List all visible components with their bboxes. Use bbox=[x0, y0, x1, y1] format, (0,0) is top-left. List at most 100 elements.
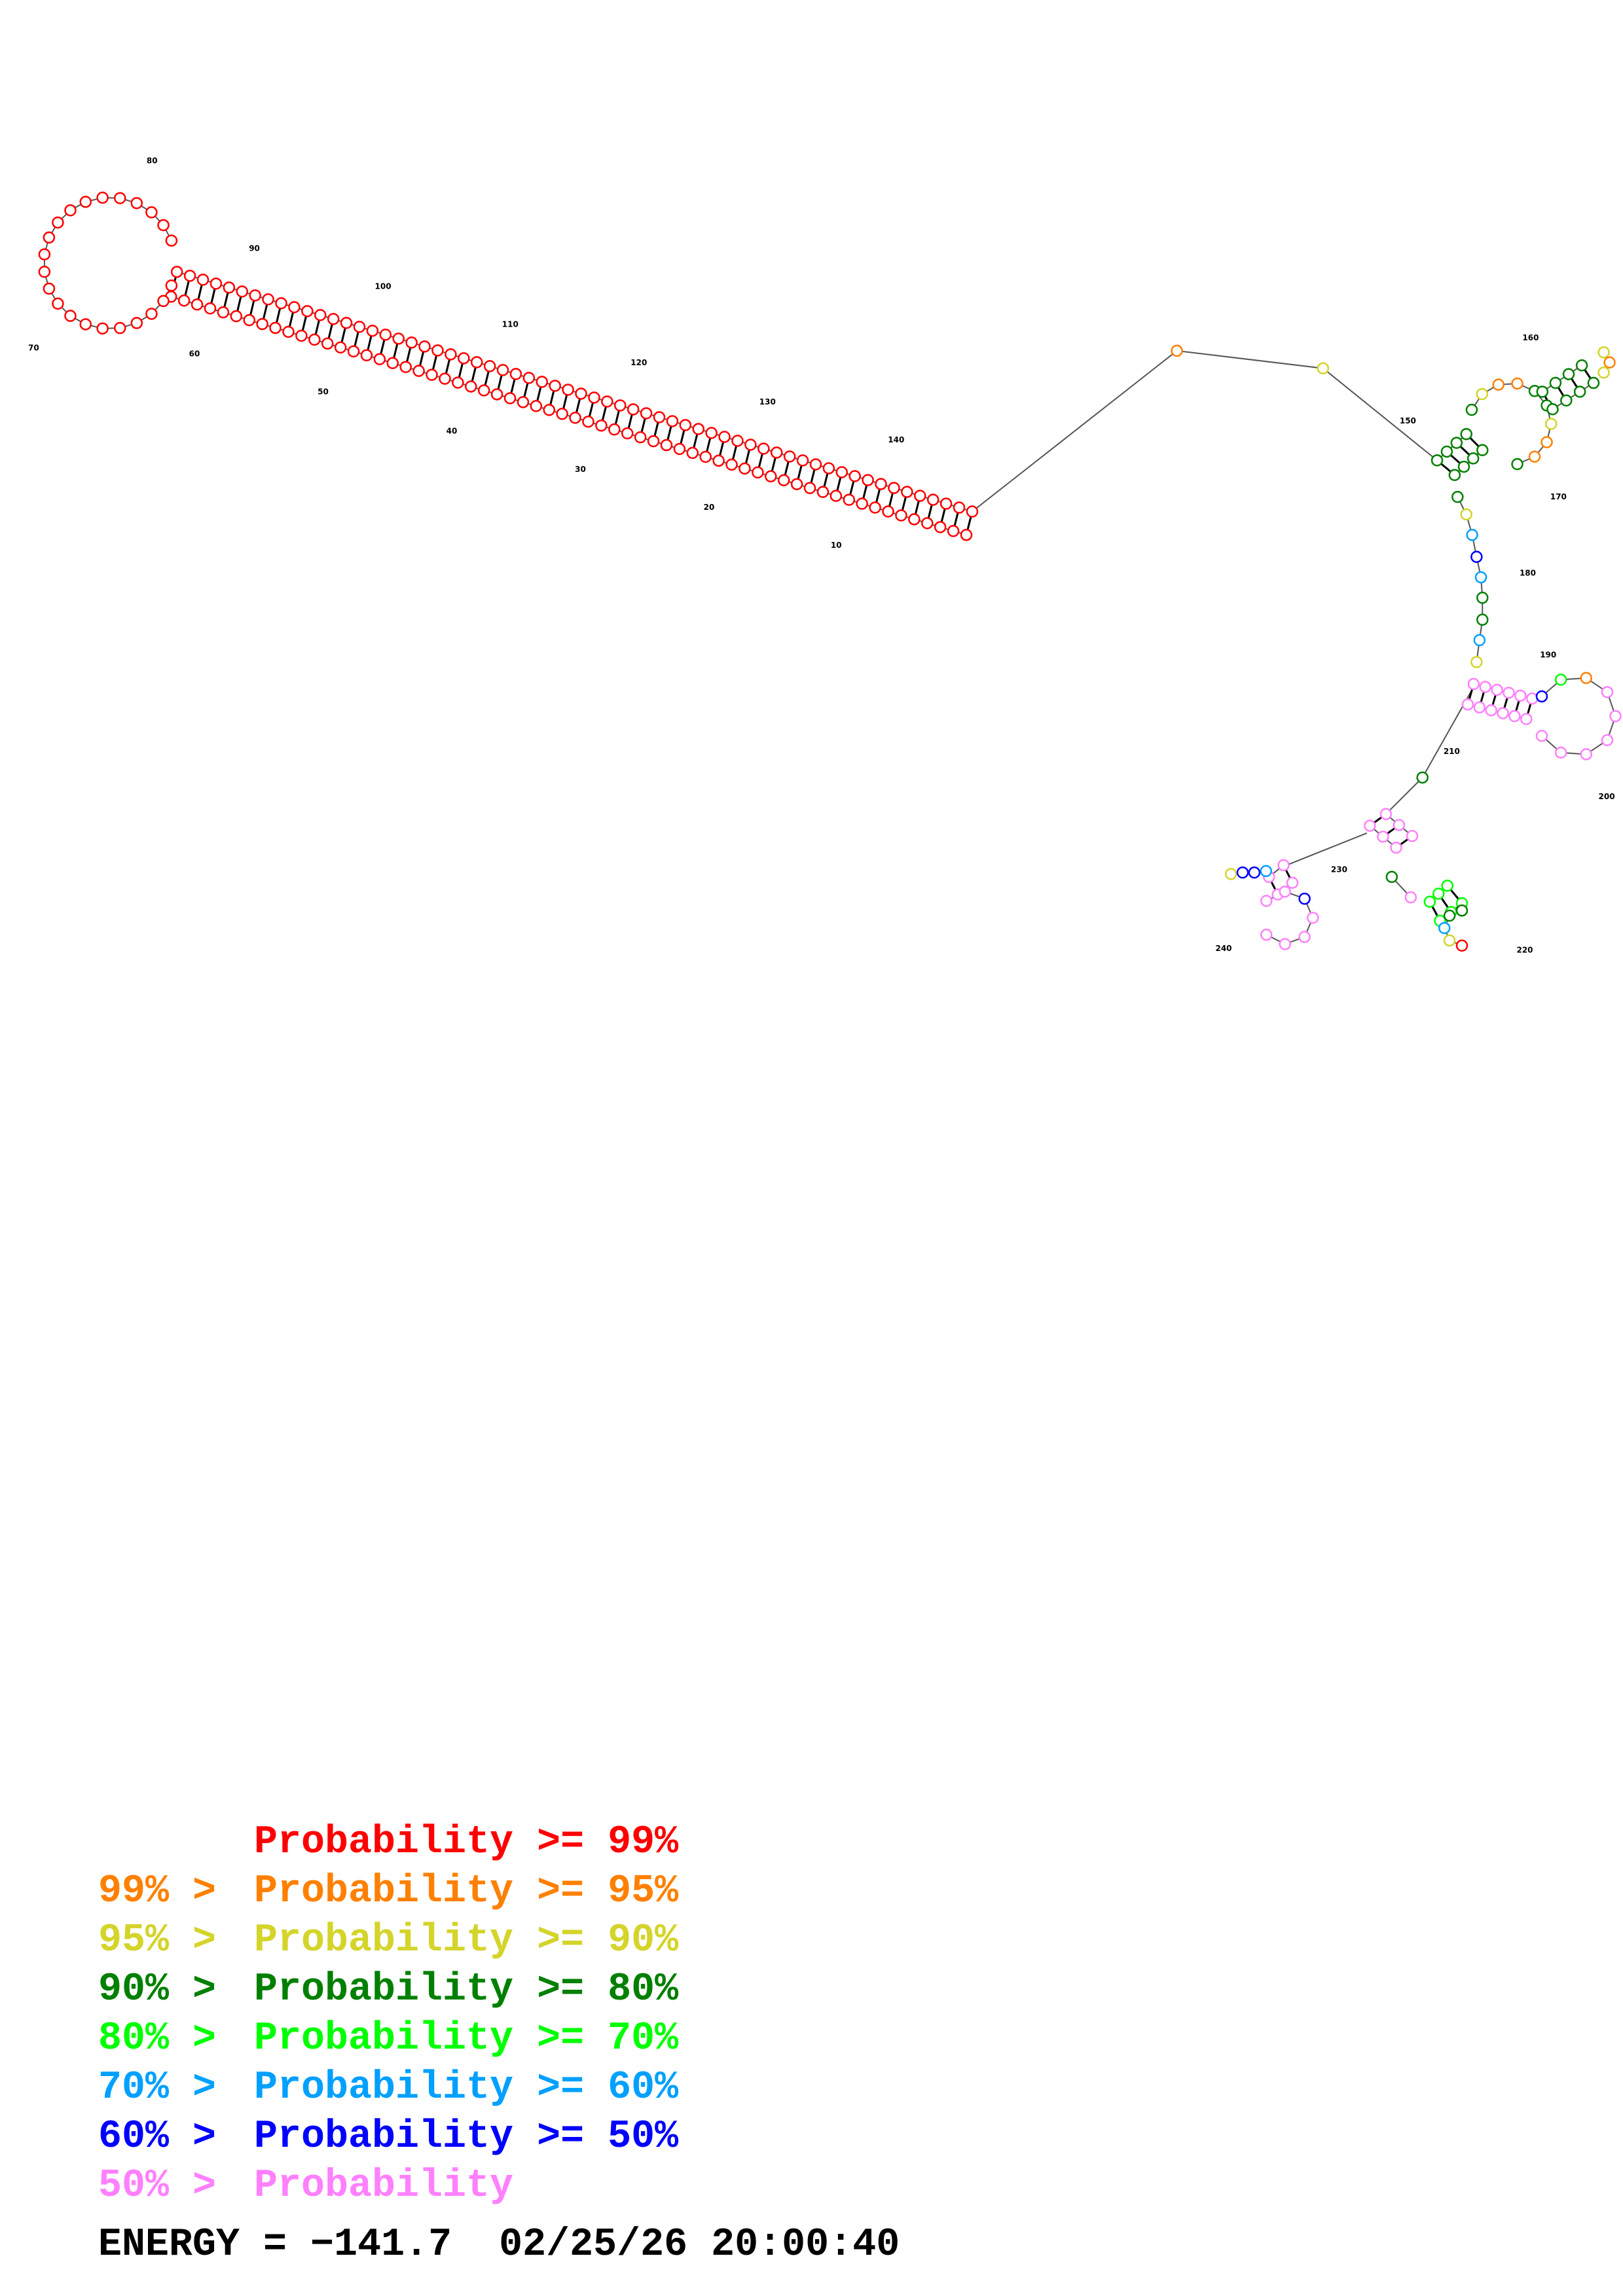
nucleotide bbox=[790, 478, 803, 490]
nucleotide bbox=[1535, 690, 1548, 703]
nucleotide bbox=[830, 490, 843, 502]
nucleotide bbox=[196, 274, 210, 286]
legend-range: 90% > bbox=[98, 1967, 216, 2012]
legend-label: Probability >= 50% bbox=[254, 2115, 679, 2159]
position-label: 30 bbox=[575, 465, 586, 474]
nucleotide bbox=[1511, 457, 1523, 471]
backbone-line bbox=[1542, 365, 1582, 393]
nucleotide bbox=[1467, 677, 1480, 691]
legend-label: Probability >= 80% bbox=[254, 1967, 679, 2012]
legend-range: 50% > bbox=[98, 2164, 216, 2208]
nucleotide bbox=[960, 529, 973, 541]
legend-label: Probability >= 60% bbox=[254, 2066, 679, 2110]
nucleotide bbox=[1546, 403, 1559, 416]
position-label: 10 bbox=[831, 541, 842, 550]
nucleotide bbox=[1438, 922, 1451, 935]
nucleotide bbox=[503, 392, 517, 404]
nucleotide bbox=[399, 361, 412, 373]
nucleotide bbox=[288, 301, 301, 314]
nucleotide bbox=[934, 521, 947, 533]
backbone-line bbox=[1286, 832, 1368, 866]
nucleotide bbox=[796, 454, 809, 467]
nucleotide bbox=[1525, 692, 1539, 705]
nucleotide bbox=[647, 435, 660, 448]
backbone-line bbox=[1471, 382, 1552, 465]
nucleotide bbox=[458, 352, 470, 365]
nucleotide bbox=[536, 376, 549, 388]
nucleotide bbox=[765, 470, 777, 483]
nucleotide bbox=[130, 197, 143, 209]
nucleotide bbox=[1573, 386, 1586, 398]
nucleotide bbox=[1476, 613, 1489, 626]
nucleotide bbox=[856, 497, 868, 510]
nucleotide bbox=[614, 399, 627, 412]
nucleotide bbox=[1580, 672, 1593, 685]
nucleotide bbox=[1441, 879, 1453, 892]
nucleotide bbox=[1406, 830, 1419, 842]
position-label: 50 bbox=[318, 387, 329, 396]
nucleotide bbox=[705, 427, 718, 439]
position-label: 210 bbox=[1444, 747, 1460, 756]
nucleotide bbox=[1528, 450, 1541, 463]
nucleotide bbox=[1260, 895, 1273, 907]
nucleotide bbox=[1260, 865, 1273, 878]
position-label: 80 bbox=[147, 156, 158, 166]
nucleotide bbox=[1461, 698, 1474, 711]
nucleotide bbox=[1298, 892, 1311, 905]
nucleotide bbox=[660, 439, 673, 452]
nucleotide bbox=[835, 466, 848, 478]
nucleotide bbox=[145, 308, 158, 320]
nucleotide bbox=[1474, 571, 1487, 584]
nucleotide bbox=[334, 341, 347, 354]
nucleotide bbox=[275, 297, 287, 310]
legend-range: 70% > bbox=[98, 2066, 216, 2110]
nucleotide bbox=[483, 360, 496, 372]
nucleotide bbox=[556, 408, 568, 420]
backbone-line bbox=[43, 197, 172, 329]
nucleotide bbox=[549, 380, 561, 392]
nucleotide bbox=[673, 442, 686, 456]
nucleotide bbox=[392, 332, 405, 345]
legend-range: 60% > bbox=[98, 2115, 216, 2159]
nucleotide bbox=[1492, 378, 1505, 391]
nucleotide bbox=[439, 372, 451, 385]
position-label: 140 bbox=[888, 435, 904, 444]
nucleotide bbox=[295, 329, 308, 342]
nucleotide bbox=[1554, 746, 1567, 759]
nucleotide bbox=[452, 376, 464, 389]
nucleotide bbox=[843, 493, 856, 506]
nucleotide bbox=[926, 493, 939, 506]
position-label: 110 bbox=[502, 320, 519, 329]
nucleotide bbox=[145, 206, 158, 219]
nucleotide bbox=[210, 278, 223, 290]
nucleotide bbox=[1379, 808, 1393, 821]
nucleotide bbox=[386, 357, 399, 369]
nucleotide bbox=[1473, 634, 1486, 647]
nucleotide bbox=[621, 427, 634, 440]
nucleotide bbox=[490, 388, 503, 401]
legend-label: Probability bbox=[254, 2164, 513, 2208]
nucleotide bbox=[1520, 713, 1533, 725]
nucleotide bbox=[1473, 701, 1486, 714]
nucleotide bbox=[157, 295, 170, 308]
nucleotide bbox=[725, 458, 738, 471]
legend-label: Probability >= 99% bbox=[254, 1820, 679, 1865]
nucleotide bbox=[327, 313, 340, 325]
nucleotide bbox=[1416, 771, 1429, 784]
nucleotide bbox=[530, 400, 543, 412]
nucleotide bbox=[282, 325, 295, 338]
position-label: 220 bbox=[1516, 945, 1533, 954]
nucleotide bbox=[379, 329, 392, 341]
nucleotide bbox=[1603, 356, 1616, 369]
nucleotide bbox=[1541, 436, 1553, 448]
nucleotide bbox=[1479, 681, 1491, 693]
nucleotide bbox=[1385, 870, 1398, 884]
nucleotide bbox=[1364, 819, 1376, 832]
nucleotide bbox=[347, 345, 360, 358]
nucleotide bbox=[640, 407, 653, 420]
nucleotide bbox=[1455, 939, 1468, 952]
nucleotide bbox=[243, 314, 255, 327]
nucleotide bbox=[64, 204, 77, 217]
position-label: 150 bbox=[1400, 416, 1416, 425]
nucleotide bbox=[262, 293, 274, 306]
